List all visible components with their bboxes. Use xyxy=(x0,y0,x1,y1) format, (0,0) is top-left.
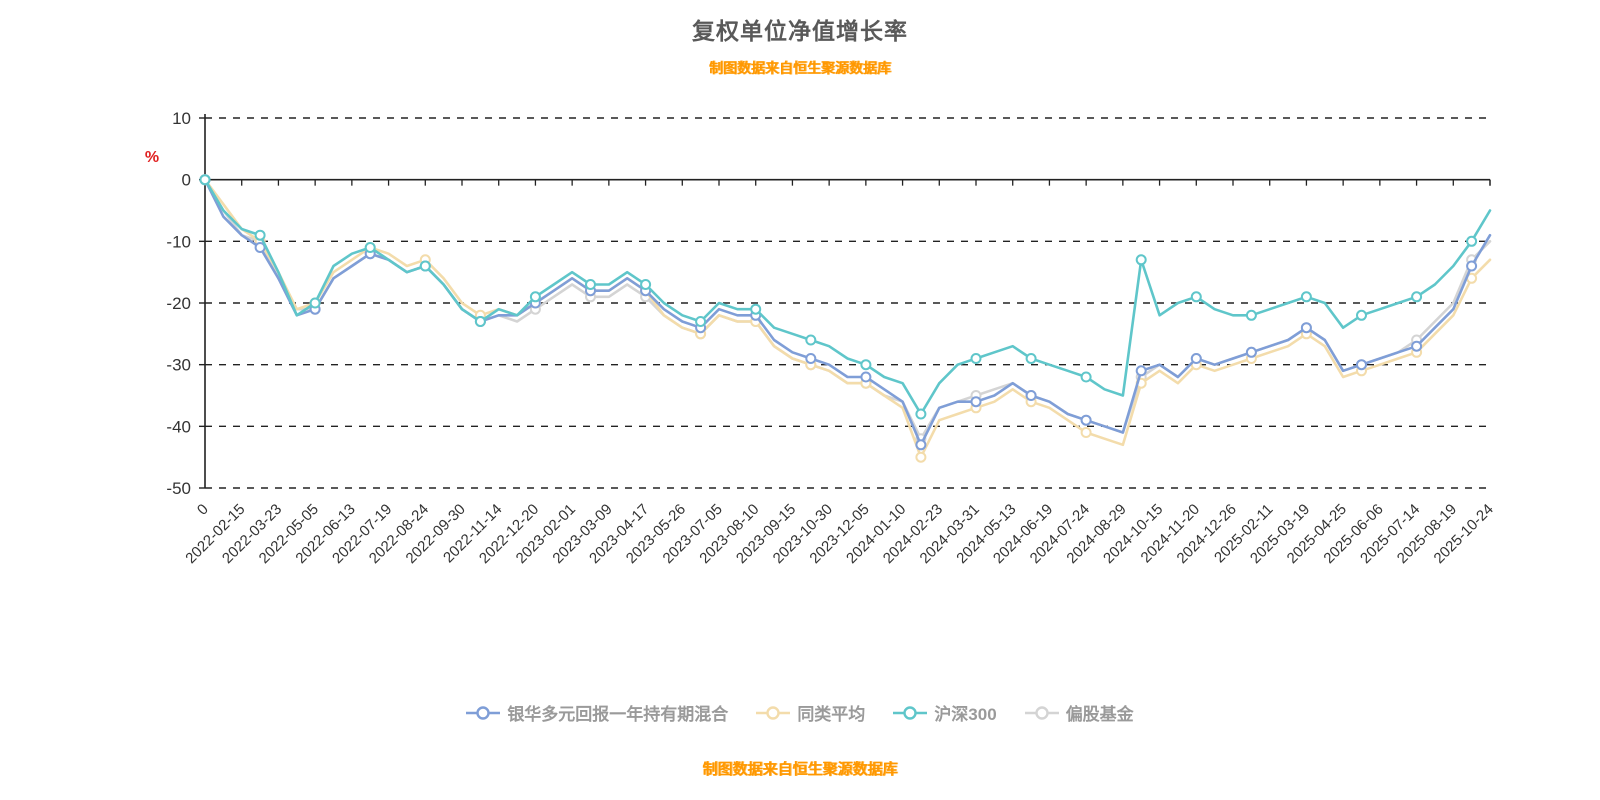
y-axis-label: -10 xyxy=(166,232,191,251)
series-marker-2 xyxy=(1466,260,1478,272)
chart-canvas: 100-10-20-30-40-50%02022-02-152022-03-23… xyxy=(145,109,1497,567)
series-line-3 xyxy=(203,178,1492,416)
series-marker-3 xyxy=(750,303,762,315)
legend-label: 偏股基金 xyxy=(1065,705,1134,724)
series-marker-3 xyxy=(640,279,652,290)
series-marker-3 xyxy=(970,353,982,364)
series-marker-2 xyxy=(1300,322,1312,334)
series-marker-3 xyxy=(254,229,266,241)
y-axis-label: -50 xyxy=(166,479,191,498)
series-marker-2 xyxy=(1356,359,1367,371)
series-marker-2 xyxy=(970,396,982,408)
series-marker-3 xyxy=(1300,291,1312,303)
series-marker-2 xyxy=(1190,353,1202,364)
series-marker-2 xyxy=(1411,340,1423,352)
series-marker-3 xyxy=(419,260,431,272)
percent-unit-label: % xyxy=(145,149,159,166)
series-marker-2 xyxy=(1025,390,1037,401)
legend-label: 银华多元回报一年持有期混合 xyxy=(507,705,729,724)
series-marker-2 xyxy=(254,242,266,253)
series-marker-1 xyxy=(915,451,927,463)
series-marker-3 xyxy=(1190,291,1202,303)
legend-item[interactable]: 银华多元回报一年持有期混合 xyxy=(466,700,728,725)
series-marker-3 xyxy=(364,242,376,253)
chart-subtitle: 制图数据来自恒生聚源数据库 xyxy=(709,60,891,76)
series-marker-1 xyxy=(1080,427,1092,438)
x-axis-label: 0 xyxy=(194,501,212,519)
y-axis-label: -30 xyxy=(166,356,191,375)
series-marker-2 xyxy=(1080,414,1092,426)
chart-title: 复权单位净值增长率 xyxy=(692,18,908,44)
series-marker-3 xyxy=(309,297,321,309)
legend-item[interactable]: 同类平均 xyxy=(756,700,865,725)
chart-legend: 银华多元回报一年持有期混合 同类平均 沪深300 偏股基金 xyxy=(0,700,1600,725)
series-line-2 xyxy=(203,178,1492,447)
series-marker-3 xyxy=(1411,291,1423,303)
series-marker-2 xyxy=(1135,365,1147,377)
legend-line-marker-icon xyxy=(466,705,501,720)
data-source-note: 制图数据来自恒生聚源数据库 xyxy=(702,761,898,778)
series-marker-3 xyxy=(1025,353,1037,364)
series-marker-2 xyxy=(915,439,927,451)
series-marker-3 xyxy=(1466,235,1478,247)
legend-label: 同类平均 xyxy=(797,705,866,724)
y-axis-label: -20 xyxy=(166,294,191,313)
legend-line-marker-icon xyxy=(756,705,791,720)
series-line-1 xyxy=(203,178,1492,459)
series-marker-2 xyxy=(860,371,872,383)
series-marker-3 xyxy=(474,316,486,327)
series-marker-2 xyxy=(805,353,817,364)
y-axis-label: 0 xyxy=(182,171,191,190)
series-marker-3 xyxy=(199,174,211,186)
series-marker-3 xyxy=(1245,309,1257,321)
y-axis-label: -40 xyxy=(166,417,191,436)
series-marker-3 xyxy=(860,359,872,371)
legend-line-marker-icon xyxy=(1024,705,1059,720)
series-marker-3 xyxy=(529,291,541,303)
series-marker-3 xyxy=(1080,371,1092,383)
series-line-0 xyxy=(203,178,1492,441)
series-marker-2 xyxy=(1245,346,1257,358)
series-marker-3 xyxy=(585,279,596,290)
legend-item[interactable]: 偏股基金 xyxy=(1024,700,1134,725)
legend-label: 沪深300 xyxy=(934,705,997,724)
series-marker-3 xyxy=(1356,309,1367,321)
legend-line-marker-icon xyxy=(893,705,928,720)
legend-item[interactable]: 沪深300 xyxy=(893,700,997,725)
y-axis-label: 10 xyxy=(172,109,191,128)
series-marker-3 xyxy=(805,334,817,346)
series-marker-3 xyxy=(1135,254,1147,266)
series-marker-3 xyxy=(695,316,707,327)
series-marker-3 xyxy=(915,408,927,420)
